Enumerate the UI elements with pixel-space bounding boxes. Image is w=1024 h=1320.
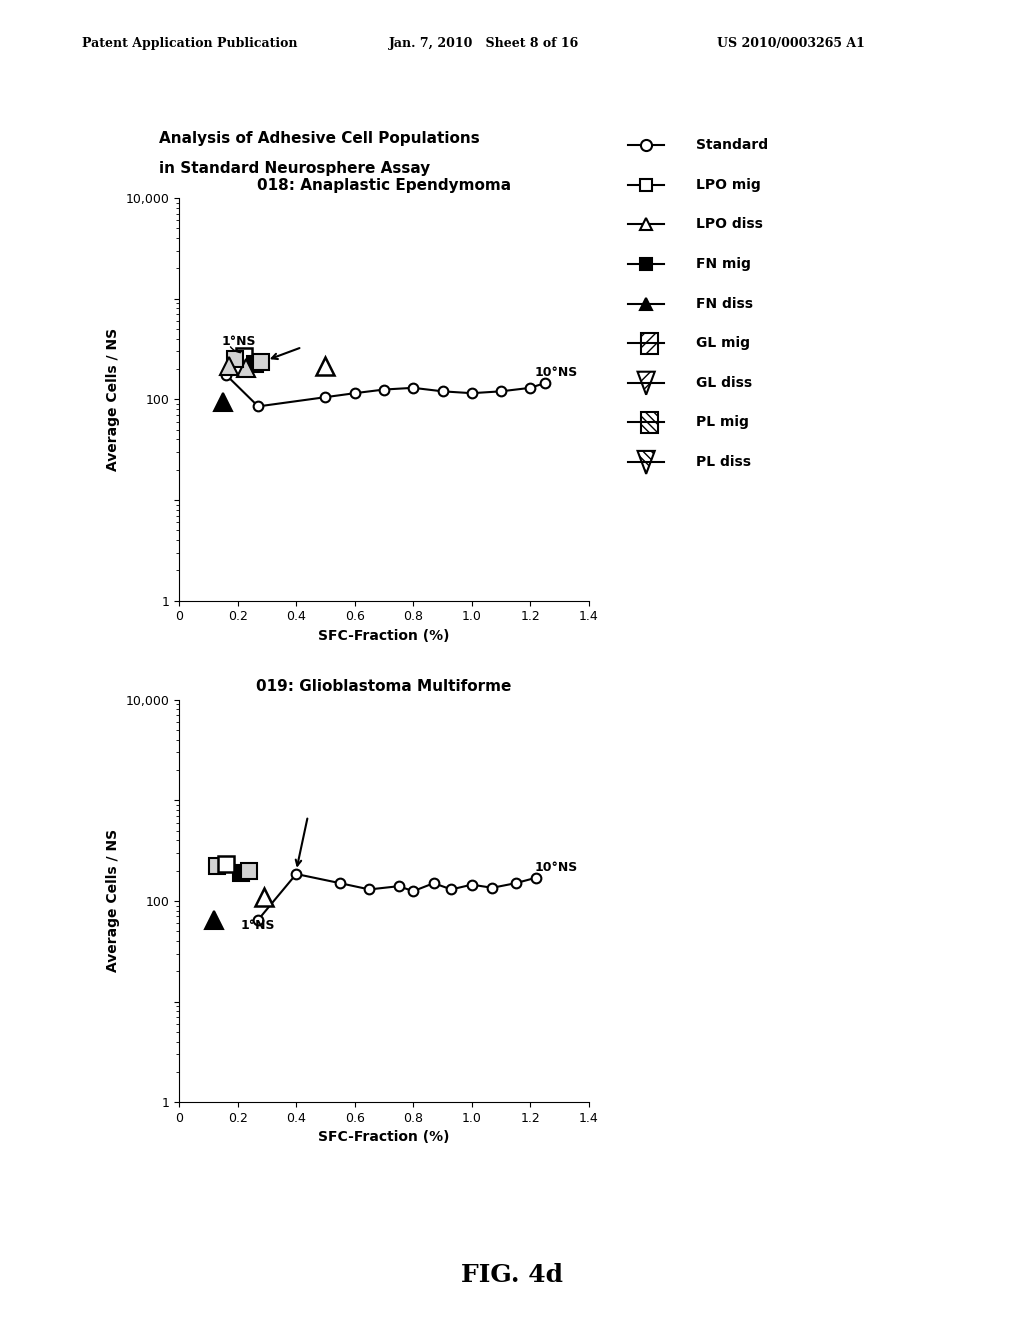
Text: GL diss: GL diss [696, 376, 753, 389]
Polygon shape [638, 451, 654, 474]
Polygon shape [638, 372, 654, 395]
Text: 1°NS: 1°NS [241, 920, 275, 932]
Text: FN diss: FN diss [696, 297, 754, 310]
X-axis label: SFC-Fraction (%): SFC-Fraction (%) [318, 1130, 450, 1144]
Text: 10°NS: 10°NS [535, 366, 578, 379]
Text: FIG. 4d: FIG. 4d [461, 1263, 563, 1287]
FancyBboxPatch shape [641, 412, 658, 433]
Text: PL mig: PL mig [696, 416, 750, 429]
Text: LPO mig: LPO mig [696, 178, 761, 191]
FancyBboxPatch shape [641, 333, 658, 354]
Text: Standard: Standard [696, 139, 768, 152]
Text: GL mig: GL mig [696, 337, 751, 350]
Text: PL diss: PL diss [696, 455, 752, 469]
Text: FN mig: FN mig [696, 257, 752, 271]
Y-axis label: Average Cells / NS: Average Cells / NS [106, 829, 120, 973]
Text: Analysis of Adhesive Cell Populations: Analysis of Adhesive Cell Populations [159, 131, 479, 147]
Text: Patent Application Publication: Patent Application Publication [82, 37, 297, 50]
Y-axis label: Average Cells / NS: Average Cells / NS [106, 327, 120, 471]
Text: US 2010/0003265 A1: US 2010/0003265 A1 [717, 37, 864, 50]
Title: 019: Glioblastoma Multiforme: 019: Glioblastoma Multiforme [256, 680, 512, 694]
Text: 1°NS: 1°NS [221, 335, 256, 348]
Text: 10°NS: 10°NS [535, 861, 578, 874]
X-axis label: SFC-Fraction (%): SFC-Fraction (%) [318, 628, 450, 643]
Text: in Standard Neurosphere Assay: in Standard Neurosphere Assay [159, 161, 430, 177]
Title: 018: Anaplastic Ependymoma: 018: Anaplastic Ependymoma [257, 178, 511, 193]
Text: Jan. 7, 2010   Sheet 8 of 16: Jan. 7, 2010 Sheet 8 of 16 [389, 37, 580, 50]
Text: LPO diss: LPO diss [696, 218, 763, 231]
